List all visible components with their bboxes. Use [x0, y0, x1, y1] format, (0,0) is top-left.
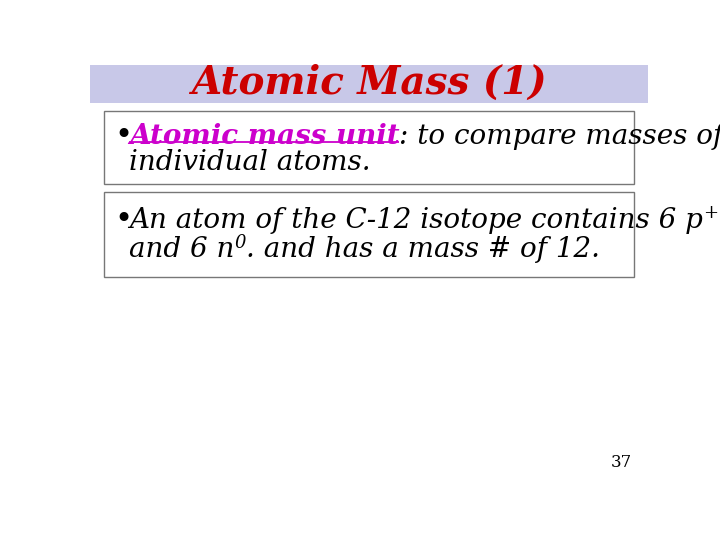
Text: •: •	[114, 205, 133, 236]
Text: 37: 37	[611, 454, 632, 471]
Text: +: +	[703, 205, 718, 222]
FancyBboxPatch shape	[104, 111, 634, 184]
FancyBboxPatch shape	[90, 65, 648, 103]
Text: •: •	[114, 121, 133, 152]
FancyBboxPatch shape	[104, 192, 634, 276]
Text: Atomic Mass (1): Atomic Mass (1)	[192, 64, 546, 102]
Text: 0: 0	[234, 234, 246, 252]
Text: .: .	[718, 207, 720, 234]
Text: : to compare masses of: : to compare masses of	[400, 123, 720, 150]
Text: . and has a mass # of 12.: . and has a mass # of 12.	[246, 236, 600, 263]
Text: and 6 n: and 6 n	[129, 236, 234, 263]
Text: An atom of the C-12 isotope contains 6 p: An atom of the C-12 isotope contains 6 p	[129, 207, 703, 234]
Text: individual atoms.: individual atoms.	[129, 149, 370, 176]
Text: Atomic mass unit: Atomic mass unit	[129, 123, 400, 150]
